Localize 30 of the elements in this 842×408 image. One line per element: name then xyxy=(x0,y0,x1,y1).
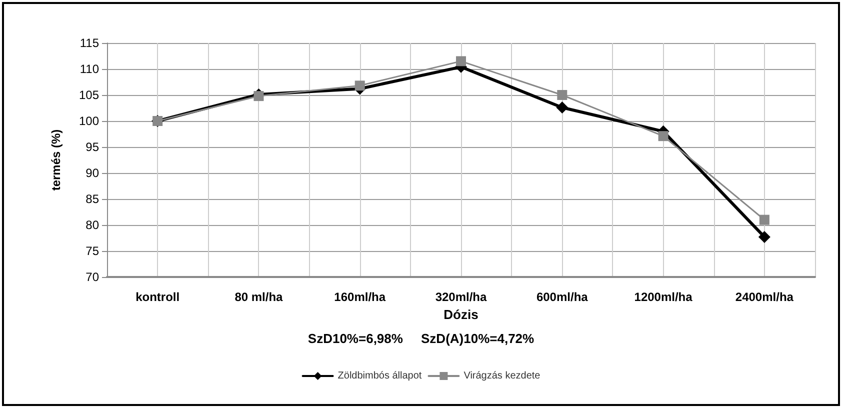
y-tick-label: 70 xyxy=(86,270,100,284)
legend-label: Zöldbimbós állapot xyxy=(338,370,422,382)
x-tick-label: 600ml/ha xyxy=(536,290,588,304)
y-tick-label: 95 xyxy=(86,140,100,154)
point xyxy=(758,230,770,243)
point xyxy=(658,131,668,142)
point xyxy=(557,90,568,100)
y-tick-label: 115 xyxy=(80,36,100,50)
point xyxy=(254,91,264,102)
y-tick-label: 80 xyxy=(86,218,100,232)
x-tick-label: kontroll xyxy=(136,290,180,304)
x-tick-label: 320ml/ha xyxy=(435,290,487,304)
y-tick-label: 110 xyxy=(80,62,100,76)
point xyxy=(456,56,466,66)
legend-label: Virágzás kezdete xyxy=(464,370,541,382)
text: SzD10%=6,98% SzD(A)10%=4,72% xyxy=(308,331,535,346)
y-tick-label: 85 xyxy=(86,192,100,206)
y-axis-title: termés (%) xyxy=(49,129,63,191)
y-tick-label: 90 xyxy=(86,166,100,180)
x-tick-label: 80 ml/ha xyxy=(234,290,284,304)
point xyxy=(354,80,365,91)
x-tick-label: 160ml/ha xyxy=(334,290,386,304)
point xyxy=(556,101,568,114)
y-tick-label: 75 xyxy=(86,244,100,258)
y-tick-label: 100 xyxy=(78,114,100,128)
x-tick-label: 2400ml/ha xyxy=(735,290,794,304)
x-axis-title: Dózis xyxy=(444,306,478,322)
point xyxy=(759,214,770,225)
x-tick-label: 1200ml/ha xyxy=(634,290,693,304)
y-tick-label: 105 xyxy=(78,88,100,102)
